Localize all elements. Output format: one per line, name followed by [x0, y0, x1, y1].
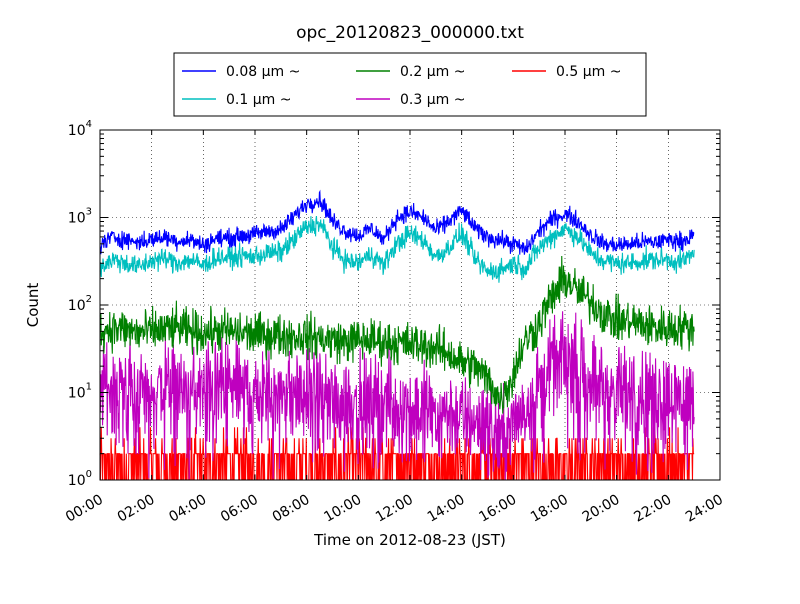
legend-entry: 0.2 μm ~	[400, 64, 465, 80]
legend-entry: 0.08 μm ~	[226, 64, 300, 80]
series-line	[99, 311, 695, 481]
ticks	[99, 129, 721, 481]
legend-entry: 0.5 μm ~	[556, 64, 621, 80]
series-line	[99, 256, 695, 414]
x-axis-label: Time on 2012-08-23 (JST)	[313, 531, 506, 549]
legend-entry: 0.1 μm ~	[226, 92, 291, 108]
series-line	[99, 189, 695, 255]
chart-title: opc_20120823_000000.txt	[296, 23, 524, 43]
legend: 0.08 μm ~ 0.1 μm ~ 0.2 μm ~ 0.3 μm ~ 0.5 μm …	[173, 52, 647, 117]
y-axis-label: Count	[24, 283, 42, 328]
legend-entry: 0.3 μm ~	[400, 92, 465, 108]
series-line	[99, 216, 695, 283]
legend-box	[173, 52, 647, 117]
